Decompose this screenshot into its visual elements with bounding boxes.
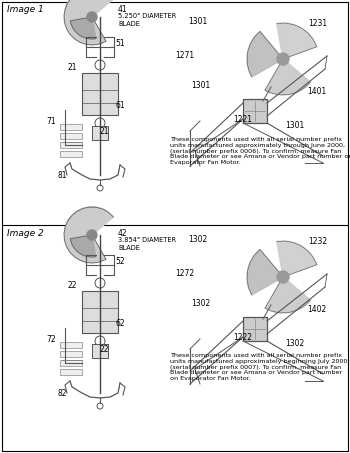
Polygon shape <box>277 23 317 59</box>
Text: 1301: 1301 <box>188 16 207 25</box>
Text: BLADE: BLADE <box>118 245 140 251</box>
Text: 1232: 1232 <box>308 236 327 246</box>
Bar <box>243 317 267 341</box>
Polygon shape <box>64 207 113 263</box>
Text: 3.854" DIAMETER: 3.854" DIAMETER <box>118 237 176 243</box>
Bar <box>92 344 108 358</box>
Polygon shape <box>277 241 317 277</box>
Text: 1231: 1231 <box>308 19 327 28</box>
Bar <box>60 124 82 130</box>
Text: 41: 41 <box>118 5 128 14</box>
Text: Image 1: Image 1 <box>7 5 44 14</box>
Bar <box>60 351 82 357</box>
Bar <box>92 126 108 140</box>
Text: 72: 72 <box>46 334 56 343</box>
Text: 62: 62 <box>115 318 125 328</box>
Text: 21: 21 <box>68 63 77 72</box>
Polygon shape <box>247 31 283 77</box>
Polygon shape <box>70 17 96 39</box>
Polygon shape <box>66 0 106 17</box>
Polygon shape <box>70 235 96 257</box>
Bar <box>82 291 118 333</box>
Text: 22: 22 <box>68 281 77 290</box>
Text: 71: 71 <box>46 116 56 125</box>
Text: 22: 22 <box>100 344 110 353</box>
Text: 1302: 1302 <box>188 235 207 244</box>
Text: 1222: 1222 <box>233 333 252 342</box>
Text: 52: 52 <box>115 256 125 265</box>
Text: 51: 51 <box>115 39 125 48</box>
Text: 1272: 1272 <box>175 269 194 278</box>
Text: 1271: 1271 <box>175 50 194 59</box>
Text: 1302: 1302 <box>285 338 304 347</box>
Circle shape <box>277 271 289 283</box>
Text: 61: 61 <box>115 101 125 110</box>
Text: BLADE: BLADE <box>118 21 140 27</box>
Text: 1402: 1402 <box>307 304 326 313</box>
Text: These components used with all serial number prefix
units manufactured approxima: These components used with all serial nu… <box>170 353 350 381</box>
Polygon shape <box>247 250 283 295</box>
Text: 21: 21 <box>100 126 110 135</box>
Text: 1221: 1221 <box>233 116 252 125</box>
Text: These components used with all serial number prefix
units manufactured approxima: These components used with all serial nu… <box>170 137 350 165</box>
Circle shape <box>277 53 289 65</box>
Bar <box>60 151 82 157</box>
Text: 1301: 1301 <box>285 120 304 130</box>
Bar <box>82 73 118 115</box>
Text: Image 2: Image 2 <box>7 229 44 238</box>
Bar <box>243 99 267 123</box>
Text: 1401: 1401 <box>307 87 326 96</box>
Bar <box>60 133 82 139</box>
Polygon shape <box>64 0 113 45</box>
Text: 42: 42 <box>118 229 128 238</box>
Circle shape <box>87 12 97 22</box>
Text: 5.250" DIAMETER: 5.250" DIAMETER <box>118 13 176 19</box>
Text: 82: 82 <box>58 389 68 397</box>
Bar <box>60 342 82 348</box>
Polygon shape <box>265 277 310 313</box>
Text: 1302: 1302 <box>191 299 210 308</box>
Polygon shape <box>66 207 106 235</box>
Text: 81: 81 <box>58 170 68 179</box>
Text: 1301: 1301 <box>191 82 210 91</box>
Polygon shape <box>265 59 310 95</box>
Bar <box>60 360 82 366</box>
Bar <box>60 369 82 375</box>
Bar <box>60 142 82 148</box>
Circle shape <box>87 230 97 240</box>
